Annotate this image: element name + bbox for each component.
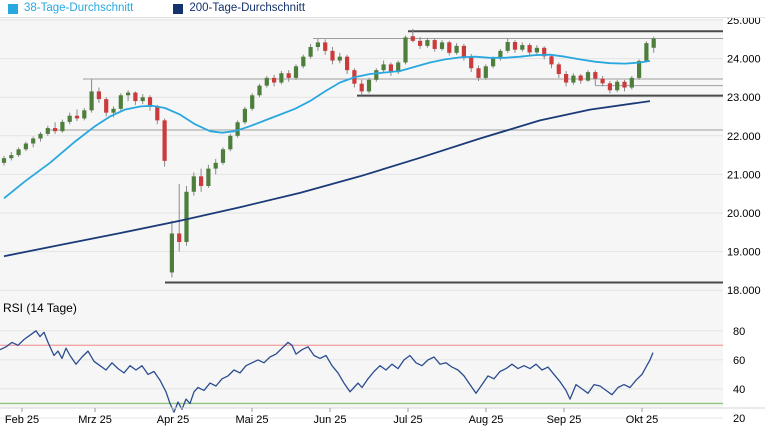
svg-text:Aug 25: Aug 25 [469, 414, 504, 426]
svg-text:19.000: 19.000 [727, 247, 761, 259]
svg-text:Mrz 25: Mrz 25 [78, 414, 112, 426]
svg-text:60: 60 [733, 355, 745, 367]
legend-bar: 38-Tage-Durchschnitt 200-Tage-Durchschni… [0, 0, 765, 18]
rsi-line [0, 330, 654, 413]
rsi-gridlines [0, 330, 723, 419]
svg-text:Jun 25: Jun 25 [313, 414, 346, 426]
svg-text:20.000: 20.000 [727, 208, 761, 220]
price-axis-labels: 25.000 24.000 23.000 22.000 21.000 20.000 19.0… [727, 15, 761, 297]
ma38-swatch-icon [8, 3, 18, 14]
rsi-axis-labels: 80 60 40 20 [733, 326, 745, 425]
svg-text:22.000: 22.000 [727, 131, 761, 143]
svg-text:Mai 25: Mai 25 [235, 414, 268, 426]
ma-38-line [3, 53, 651, 199]
legend-label-ma38: 38-Tage-Durchschnitt [24, 2, 134, 14]
svg-text:80: 80 [733, 326, 745, 338]
svg-text:40: 40 [733, 384, 745, 396]
svg-text:Sep 25: Sep 25 [547, 414, 582, 426]
svg-text:25.000: 25.000 [727, 15, 761, 27]
svg-text:23.000: 23.000 [727, 92, 761, 104]
svg-text:18.000: 18.000 [727, 285, 761, 297]
svg-text:21.000: 21.000 [727, 169, 761, 181]
svg-text:Jul 25: Jul 25 [393, 414, 422, 426]
legend-label-ma200: 200-Tage-Durchschnitt [189, 2, 306, 14]
svg-text:Okt 25: Okt 25 [626, 414, 658, 426]
price-candles [1, 28, 656, 278]
level-lines [48, 30, 723, 284]
rsi-panel-title: RSI (14 Tage) [3, 301, 77, 315]
svg-text:Apr 25: Apr 25 [157, 414, 189, 426]
legend-item-ma200[interactable]: 200-Tage-Durchschnitt [173, 0, 305, 17]
x-axis-labels: Feb 25 Mrz 25 Apr 25 Mai 25 Jun 25 Jul 25 Aug … [5, 408, 658, 426]
legend-item-ma38[interactable]: 38-Tage-Durchschnitt [8, 0, 133, 17]
ma200-swatch-icon [173, 3, 184, 14]
ma-200-line [3, 100, 651, 258]
svg-text:20: 20 [733, 413, 745, 425]
svg-text:24.000: 24.000 [727, 54, 761, 66]
svg-text:Feb 25: Feb 25 [5, 414, 39, 426]
